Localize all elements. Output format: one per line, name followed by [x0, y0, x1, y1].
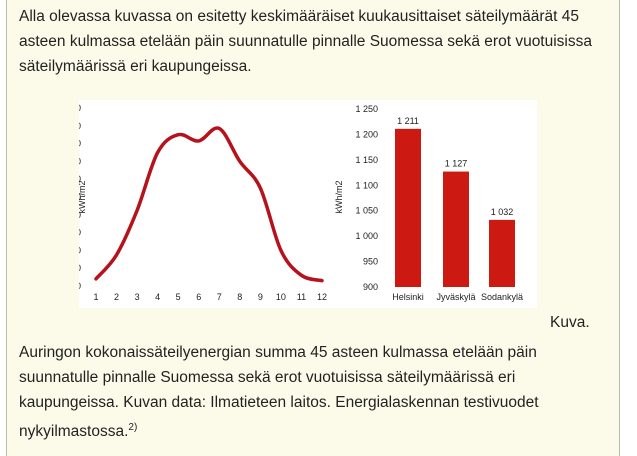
line-series-path	[94, 126, 324, 283]
line-xtick-label: 6	[196, 292, 201, 302]
line-xtick-label: 9	[258, 292, 263, 302]
charts-svg: kWh/m20204060801001201401601802001234567…	[79, 103, 523, 302]
line-ytick-label: 200	[79, 103, 81, 113]
bar-category-label: Jyväskylä	[436, 292, 475, 302]
footnote-ref[interactable]: 2)	[128, 422, 138, 433]
bar-value-label: 1 127	[445, 159, 468, 169]
intro-paragraph: Alla olevassa kuvassa on esitetty keskim…	[19, 8, 592, 75]
bar-ylabel: kWh/m2	[334, 180, 344, 213]
line-ylabel: kWh/m2	[79, 180, 87, 213]
bar-chart: kWh/m2 900 950 1 000 1 050 1 100 1 150 1 200 1 2…	[334, 104, 523, 302]
line-ytick-label: 100	[79, 192, 81, 202]
caption-text: Auringon kokonaissäteilyenergian summa 4…	[19, 344, 539, 441]
line-ytick-label: 40	[79, 245, 81, 255]
bar	[489, 219, 515, 287]
bar-ytick-label: 1 050	[355, 206, 378, 216]
bar-category-label: Sodankylä	[481, 292, 523, 302]
content-box: Alla olevassa kuvassa on esitetty keskim…	[6, 0, 620, 456]
bar-value-label: 1 032	[491, 207, 514, 217]
line-xtick-label: 12	[317, 292, 327, 302]
bar-category-label: Helsinki	[392, 292, 424, 302]
line-ytick-label: 20	[79, 263, 81, 273]
line-xtick-label: 7	[217, 292, 222, 302]
bar	[443, 171, 469, 287]
line-ytick-label: 80	[79, 210, 81, 220]
caption-paragraph: Auringon kokonaissäteilyenergian summa 4…	[19, 340, 609, 444]
bar-value-label: 1 211	[397, 116, 419, 126]
bar-ytick-label: 1 100	[355, 180, 378, 190]
bar-ytick-label: 900	[363, 282, 378, 292]
bar-ytick-label: 1 250	[355, 104, 378, 114]
line-ytick-label: 180	[79, 121, 81, 131]
bar-ytick-label: 1 150	[355, 155, 378, 165]
caption-label: Kuva.	[550, 314, 590, 331]
line-xtick-label: 11	[297, 292, 306, 302]
bar-ytick-label: 1 200	[355, 129, 378, 139]
line-xtick-label: 8	[237, 292, 242, 302]
line-xtick-label: 1	[93, 292, 98, 302]
line-ytick-label: 60	[79, 228, 81, 238]
figure: kWh/m20204060801001201401601802001234567…	[79, 100, 537, 308]
bar-ytick-label: 1 000	[355, 231, 378, 241]
bar	[395, 128, 421, 287]
line-xtick-label: 5	[176, 292, 181, 302]
line-ytick-label: 0	[79, 281, 81, 291]
line-ytick-label: 160	[79, 139, 81, 149]
line-xtick-label: 10	[276, 292, 286, 302]
line-ytick-label: 140	[79, 156, 81, 166]
line-xtick-label: 2	[114, 292, 119, 302]
line-chart: kWh/m20204060801001201401601802001234567…	[79, 103, 327, 302]
line-ytick-label: 120	[79, 174, 81, 184]
bar-ytick-label: 950	[363, 257, 378, 267]
line-xtick-label: 3	[135, 292, 140, 302]
line-xtick-label: 4	[155, 292, 160, 302]
